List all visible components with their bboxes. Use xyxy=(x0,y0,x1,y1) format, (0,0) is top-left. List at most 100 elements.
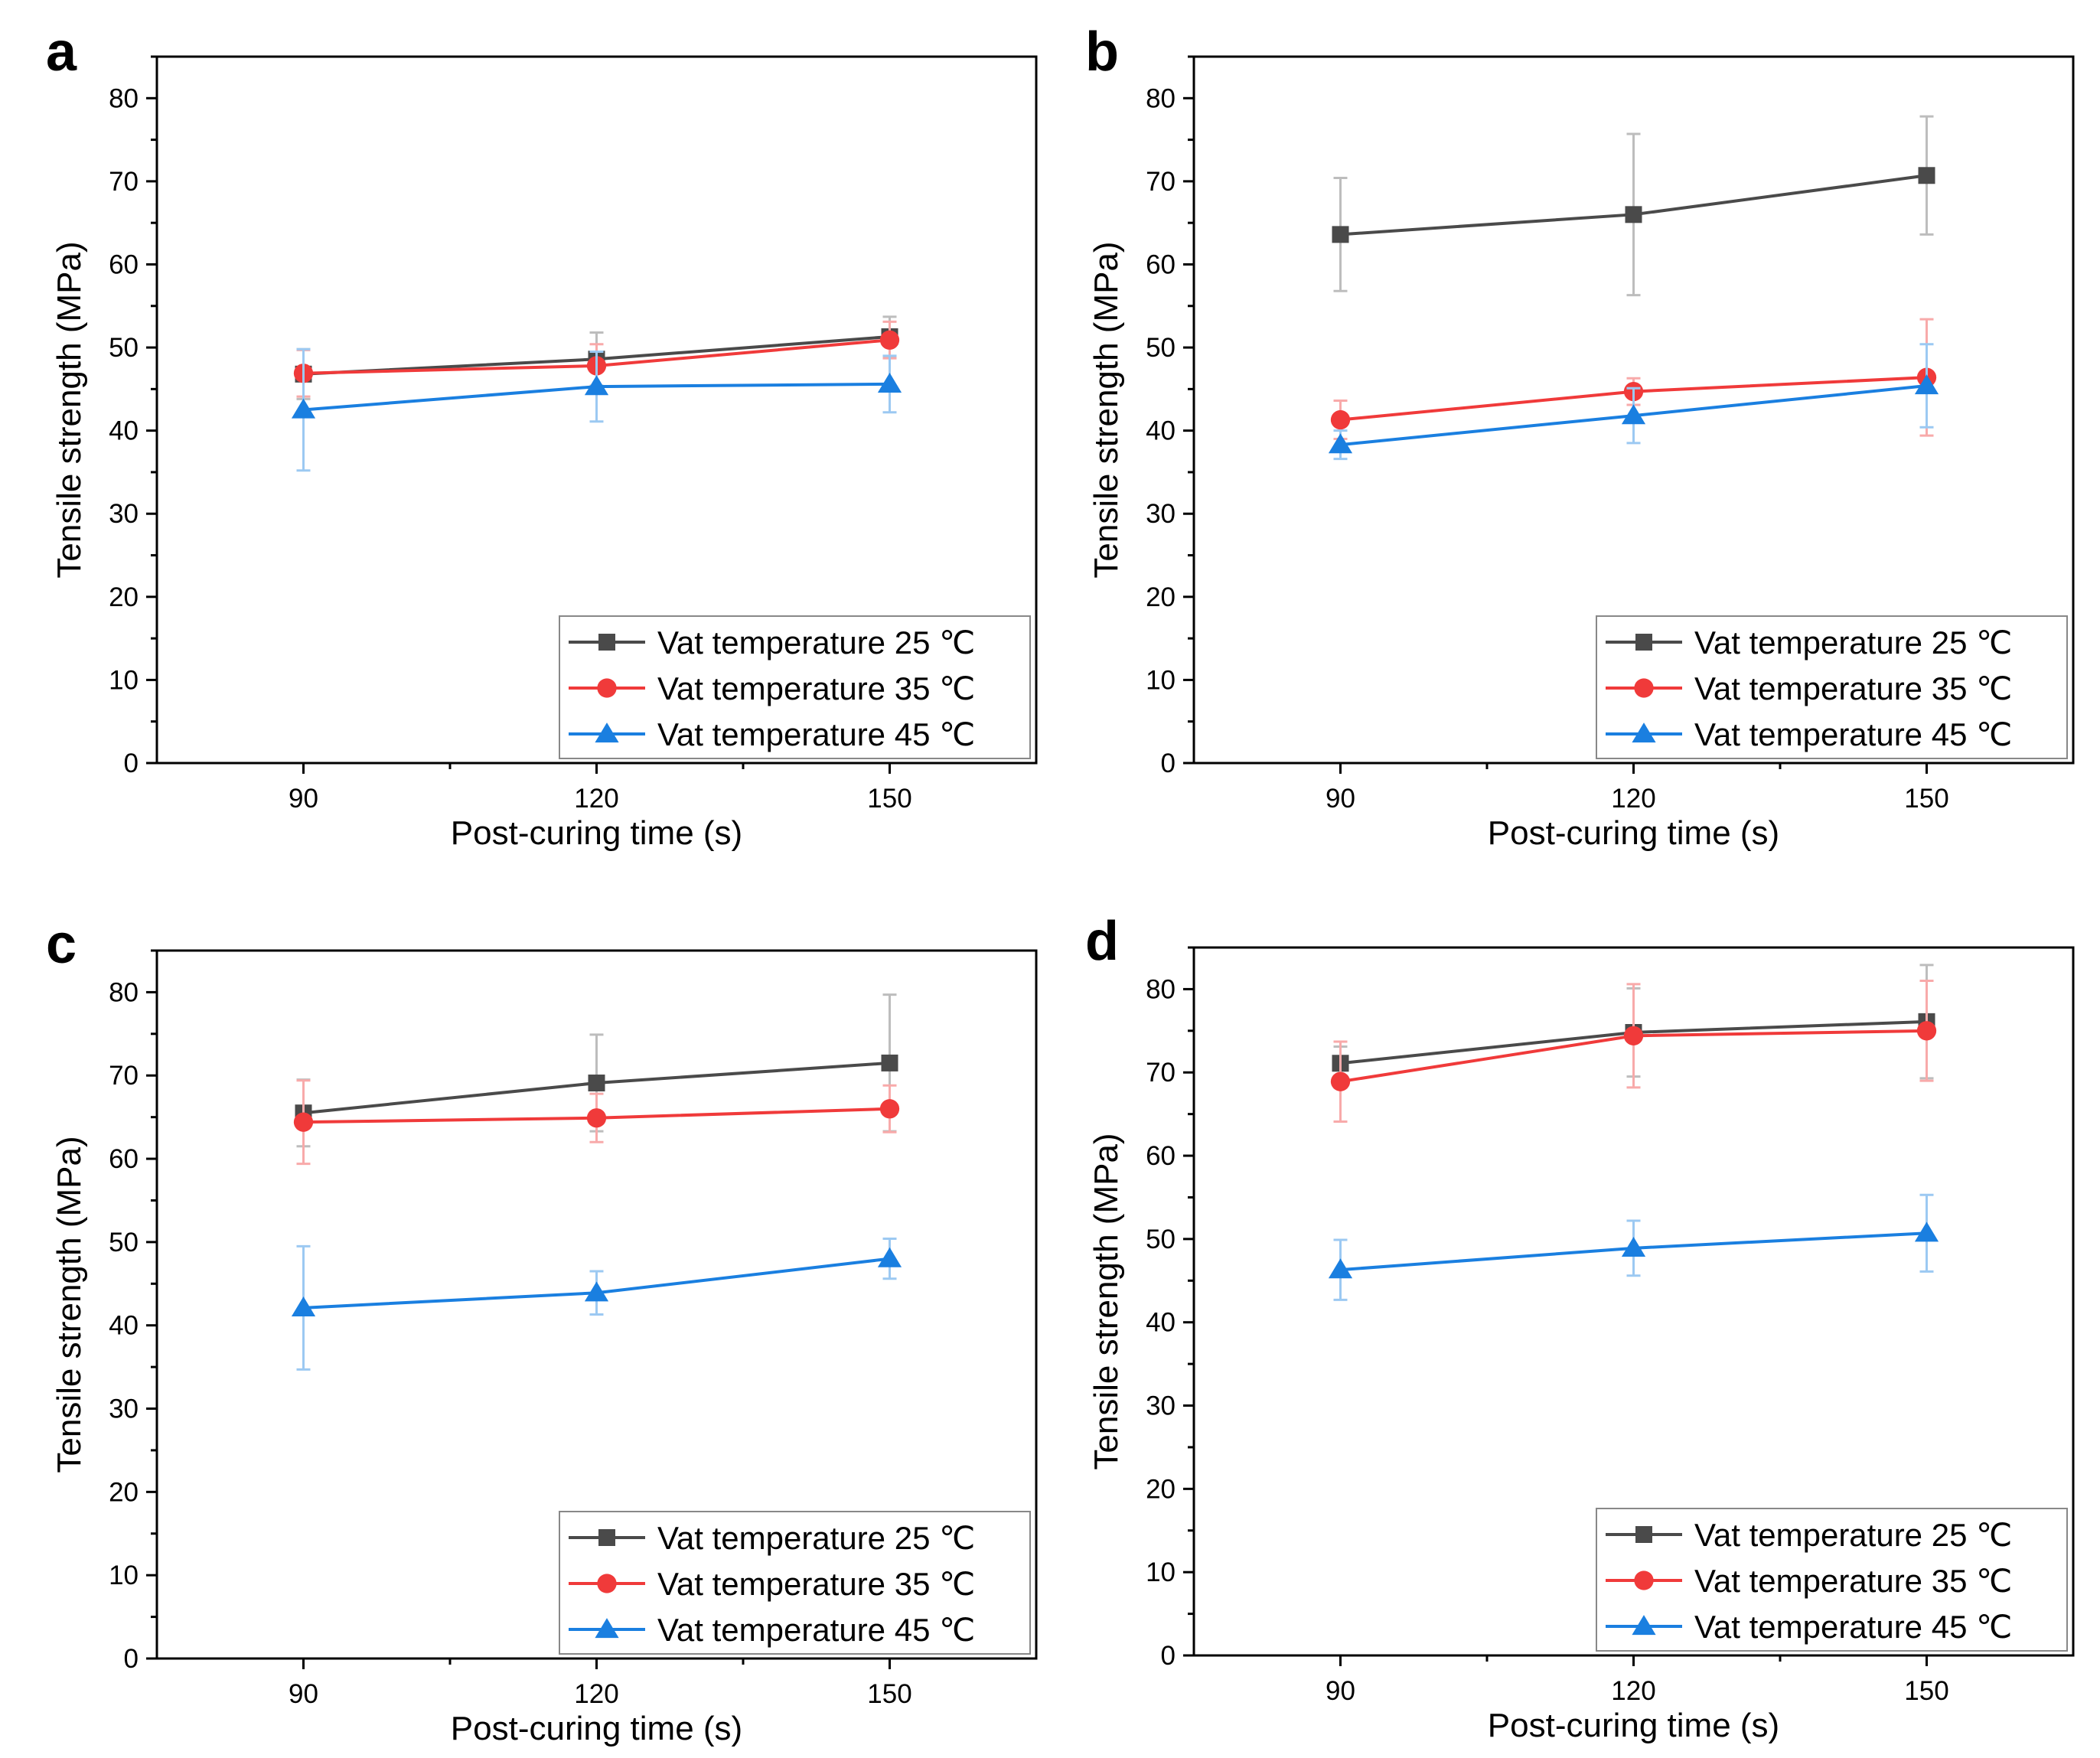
panel-letter: a xyxy=(46,21,77,83)
y-axis-title: Tensile strength (MPa) xyxy=(51,1136,88,1473)
y-tick-label: 30 xyxy=(109,499,139,529)
panel-a: a 0 10 20 30 40 50 60 70 80 90 120 150 Post-curing ti… xyxy=(46,21,1038,852)
y-tick-label: 50 xyxy=(1146,1225,1176,1254)
y-tick-label: 50 xyxy=(109,333,139,363)
legend-label: Vat temperature 35 ℃ xyxy=(657,1566,975,1602)
y-tick-label: 10 xyxy=(109,665,139,695)
y-tick-label: 40 xyxy=(109,1311,139,1341)
series-3 xyxy=(291,347,902,472)
legend-marker xyxy=(1635,1526,1652,1543)
y-tick-label: 20 xyxy=(1146,1474,1176,1504)
y-tick-label: 80 xyxy=(109,977,139,1007)
series-3 xyxy=(1328,343,1939,461)
data-point xyxy=(293,1112,314,1132)
x-axis-title: Post-curing time (s) xyxy=(451,1710,742,1747)
panel-d: d 0 10 20 30 40 50 60 70 80 90 120 150 Post-curing ti… xyxy=(1085,911,2075,1744)
x-tick-label: 120 xyxy=(1611,784,1655,814)
y-tick-label: 80 xyxy=(1146,974,1176,1004)
legend-label: Vat temperature 45 ℃ xyxy=(657,716,975,752)
data-point xyxy=(877,1247,902,1267)
legend-marker xyxy=(1634,1570,1654,1590)
y-tick-label: 60 xyxy=(1146,250,1176,279)
y-axis-title: Tensile strength (MPa) xyxy=(51,241,88,578)
y-tick-label: 10 xyxy=(1146,1557,1176,1587)
data-point xyxy=(586,1108,607,1128)
series-1 xyxy=(1332,115,1935,297)
legend-label: Vat temperature 25 ℃ xyxy=(657,625,975,660)
data-point xyxy=(1621,404,1646,425)
legend: Vat temperature 25 ℃ Vat temperature 35 ℃… xyxy=(559,615,1031,759)
legend-marker xyxy=(1632,722,1656,743)
legend-marker xyxy=(598,634,615,651)
y-tick-label: 10 xyxy=(109,1561,139,1590)
legend-label: Vat temperature 45 ℃ xyxy=(1694,1609,2012,1645)
x-tick-label: 150 xyxy=(1904,1676,1948,1706)
y-axis-title: Tensile strength (MPa) xyxy=(1088,241,1125,578)
data-point xyxy=(1328,433,1353,454)
data-point xyxy=(1621,1237,1646,1257)
y-tick-label: 60 xyxy=(109,1144,139,1174)
legend-marker xyxy=(1635,634,1652,651)
legend-label: Vat temperature 25 ℃ xyxy=(657,1520,975,1556)
legend: Vat temperature 25 ℃ Vat temperature 35 ℃… xyxy=(1596,615,2068,759)
data-point xyxy=(881,1054,898,1071)
y-tick-label: 70 xyxy=(1146,1058,1176,1088)
x-axis-title: Post-curing time (s) xyxy=(1488,814,1779,852)
series-3 xyxy=(1328,1193,1939,1301)
data-point xyxy=(1625,206,1642,223)
legend-label: Vat temperature 35 ℃ xyxy=(1694,670,2012,706)
y-tick-label: 50 xyxy=(109,1228,139,1257)
x-axis-title: Post-curing time (s) xyxy=(451,814,742,852)
y-tick-label: 40 xyxy=(1146,1308,1176,1338)
y-axis-title: Tensile strength (MPa) xyxy=(1088,1133,1125,1469)
panel-b: b 0 10 20 30 40 50 60 70 80 90 120 150 Post-curing ti… xyxy=(1085,21,2075,852)
y-tick-label: 80 xyxy=(109,83,139,113)
panel-letter: b xyxy=(1085,21,1119,83)
y-tick-label: 40 xyxy=(109,416,139,446)
data-point xyxy=(1918,167,1935,184)
data-point xyxy=(1916,1021,1937,1041)
data-point xyxy=(1332,226,1349,243)
y-tick-label: 20 xyxy=(109,582,139,612)
x-tick-label: 150 xyxy=(867,1679,911,1709)
data-point xyxy=(879,1099,900,1119)
y-tick-label: 80 xyxy=(1146,83,1176,113)
legend: Vat temperature 25 ℃ Vat temperature 35 ℃… xyxy=(1596,1508,2068,1652)
legend-label: Vat temperature 35 ℃ xyxy=(657,670,975,706)
x-tick-label: 90 xyxy=(289,1679,318,1709)
y-tick-label: 30 xyxy=(109,1394,139,1424)
y-tick-label: 20 xyxy=(1146,582,1176,612)
y-tick-label: 60 xyxy=(1146,1141,1176,1171)
y-tick-label: 0 xyxy=(124,749,139,778)
legend-marker xyxy=(1632,1615,1656,1636)
panel-letter: c xyxy=(46,914,77,975)
y-tick-label: 0 xyxy=(124,1644,139,1674)
y-tick-label: 70 xyxy=(109,1061,139,1091)
legend-marker xyxy=(598,1529,615,1546)
y-tick-label: 70 xyxy=(1146,167,1176,197)
y-tick-label: 0 xyxy=(1161,749,1176,778)
series-2 xyxy=(293,1079,900,1166)
legend-marker xyxy=(1634,678,1654,698)
x-tick-label: 90 xyxy=(1326,1676,1355,1706)
data-point xyxy=(1330,1071,1351,1091)
x-tick-label: 150 xyxy=(867,784,911,814)
legend: Vat temperature 25 ℃ Vat temperature 35 ℃… xyxy=(559,1511,1031,1655)
y-tick-label: 70 xyxy=(109,167,139,197)
legend-marker xyxy=(595,1618,619,1639)
data-point xyxy=(1623,1026,1644,1046)
x-axis-title: Post-curing time (s) xyxy=(1488,1707,1779,1744)
y-tick-label: 50 xyxy=(1146,333,1176,363)
legend-marker xyxy=(595,722,619,743)
legend-label: Vat temperature 25 ℃ xyxy=(1694,625,2012,660)
legend-marker xyxy=(597,1574,617,1593)
y-tick-label: 30 xyxy=(1146,1391,1176,1421)
data-point xyxy=(291,398,316,419)
y-tick-label: 30 xyxy=(1146,499,1176,529)
data-point xyxy=(1914,1221,1939,1242)
y-tick-label: 0 xyxy=(1161,1641,1176,1671)
y-tick-label: 40 xyxy=(1146,416,1176,446)
data-point xyxy=(1328,1258,1353,1279)
y-tick-label: 10 xyxy=(1146,665,1176,695)
